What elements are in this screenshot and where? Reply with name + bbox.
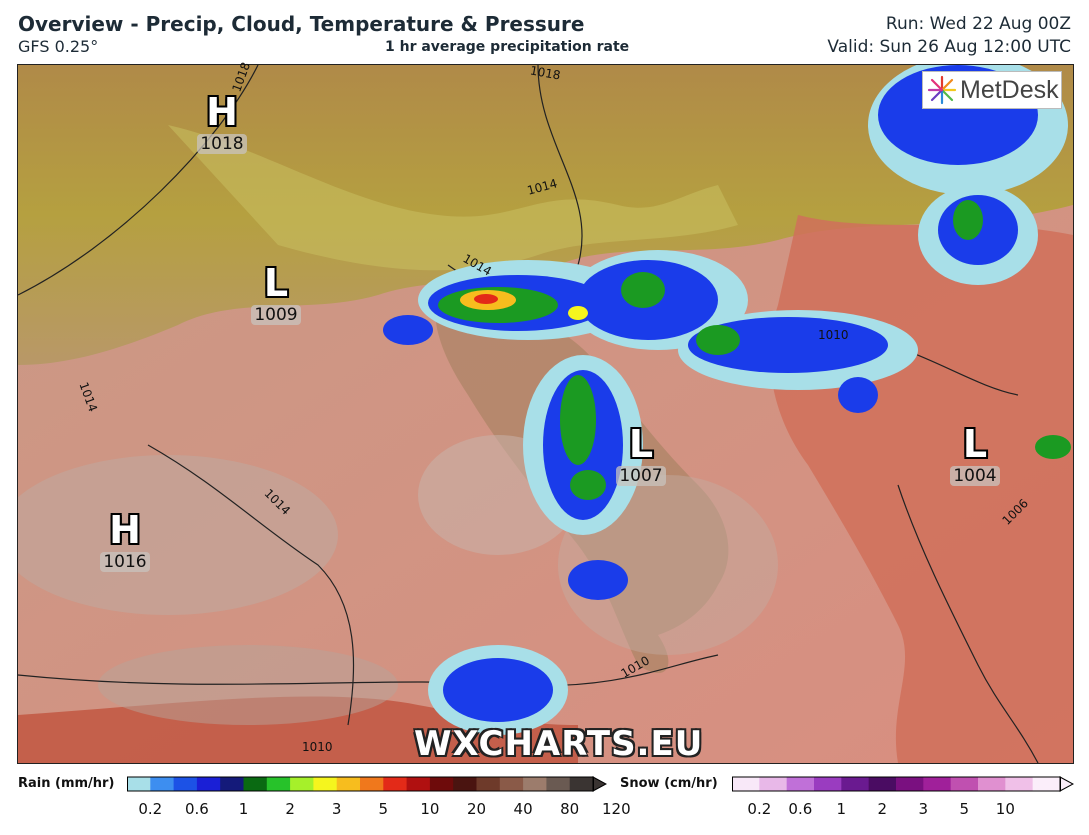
colorbar-tick-label: 5 [959,800,970,818]
pressure-value: 1016 [100,552,150,572]
colorbar-tick-label: 0.2 [747,800,772,818]
colorbar-swatch [868,777,897,791]
colorbar-swatch [1032,777,1061,791]
pressure-low-marker: L 1004 [935,424,1015,486]
pressure-symbol: L [628,422,654,466]
pressure-symbol: L [962,422,988,466]
colorbar-swatch [266,777,291,791]
model-name: GFS 0.25° [18,37,99,56]
colorbar-swatch [150,777,175,791]
cloud-patch [98,645,398,725]
colorbar-swatch [732,777,760,791]
colorbar-swatch [1005,777,1034,791]
precip-heavy-core [460,290,588,320]
chart-subtitle: 1 hr average precipitation rate [385,39,630,55]
colorbar-swatch [290,777,314,791]
colorbar-swatch [841,777,870,791]
wxcharts-watermark: WXCHARTS.EU [414,724,704,764]
colorbar-tick-label: 80 [560,800,580,818]
pressure-value: 1018 [197,134,247,154]
colorbar-swatch [950,777,979,791]
colorbar-swatch [360,777,384,791]
colorbar-tick-label: 1 [836,800,847,818]
colorbar-swatch [243,777,268,791]
colorbar-swatch [546,777,571,791]
isobar-label: 1010 [302,740,333,754]
run-time: Run: Wed 22 Aug 00Z [885,14,1071,34]
colorbar-tick-label: 40 [513,800,533,818]
colorbar-tick-label: 120 [601,800,631,818]
colorbar-swatch [383,777,408,791]
pressure-value: 1004 [950,466,1000,486]
metdesk-logo-text: MetDesk [960,75,1059,104]
colorbar-swatch [814,777,842,791]
colorbar-tick-label: 2 [877,800,888,818]
pressure-symbol: H [206,90,238,134]
colorbar-swatch [313,777,338,791]
valid-time: Valid: Sun 26 Aug 12:00 UTC [827,37,1071,57]
rain-legend-ticks: 0.2 0.6 1 2 3 5 10 20 40 80 120 [127,800,630,820]
colorbar-extend-arrow [1059,776,1074,792]
pressure-low-marker: L 1009 [236,263,316,325]
pressure-high-marker: H 1016 [85,510,165,572]
colorbar-swatch [476,777,501,791]
colorbar-tick-label: 2 [285,800,295,818]
colorbar-extend-arrow [592,776,607,792]
alpine-area [168,125,738,271]
pressure-symbol: H [109,508,141,552]
colorbar-swatch [786,777,815,791]
colorbar-tick-label: 1 [238,800,249,818]
pressure-value: 1009 [251,305,301,325]
colorbar-swatch [759,777,788,791]
colorbar-tick-label: 0.6 [788,800,813,818]
map-canvas [18,65,1073,763]
colorbar-tick-label: 10 [420,800,440,818]
pressure-low-marker: L 1007 [601,424,681,486]
snow-legend-label: Snow (cm/hr) [620,776,718,791]
isobar-label: 1010 [818,328,849,342]
weather-map[interactable] [17,64,1074,764]
colorbar-swatch [196,777,221,791]
colorbar-swatch [896,777,924,791]
rain-colorbar [127,776,607,792]
chart-title: Overview - Precip, Cloud, Temperature & … [18,12,585,36]
colorbar-swatch [220,777,244,791]
pressure-high-marker: H 1018 [182,92,262,154]
colorbar-swatch [336,777,361,791]
colorbar-swatch [173,777,198,791]
snow-colorbar [732,776,1074,792]
pressure-symbol: L [263,261,289,305]
colorbar-tick-label: 0.6 [184,800,209,818]
colorbar-swatch [499,777,524,791]
rain-legend-label: Rain (mm/hr) [18,776,115,791]
colorbar-swatch [429,777,454,791]
colorbar-tick-label: 20 [466,800,487,818]
colorbar-swatch [978,777,1006,791]
colorbar-tick-label: 3 [331,800,342,818]
cloud-patch [18,455,338,615]
pressure-value: 1007 [616,466,666,486]
colorbar-swatch [569,777,594,791]
colorbar-tick-label: 3 [918,800,929,818]
colorbar-swatch [453,777,477,791]
colorbar-swatch [406,777,431,791]
metdesk-logo: MetDesk [922,71,1062,109]
colorbar-swatch [923,777,952,791]
metdesk-starburst-icon [927,75,957,105]
colorbar-tick-label: 5 [378,800,389,818]
colorbar-tick-label: 10 [995,800,1015,818]
colorbar-swatch [127,777,151,791]
colorbar-tick-label: 0.2 [138,800,163,818]
colorbar-swatch [523,777,547,791]
snow-legend-ticks: 0.2 0.6 1 2 3 5 10 [732,800,1074,820]
